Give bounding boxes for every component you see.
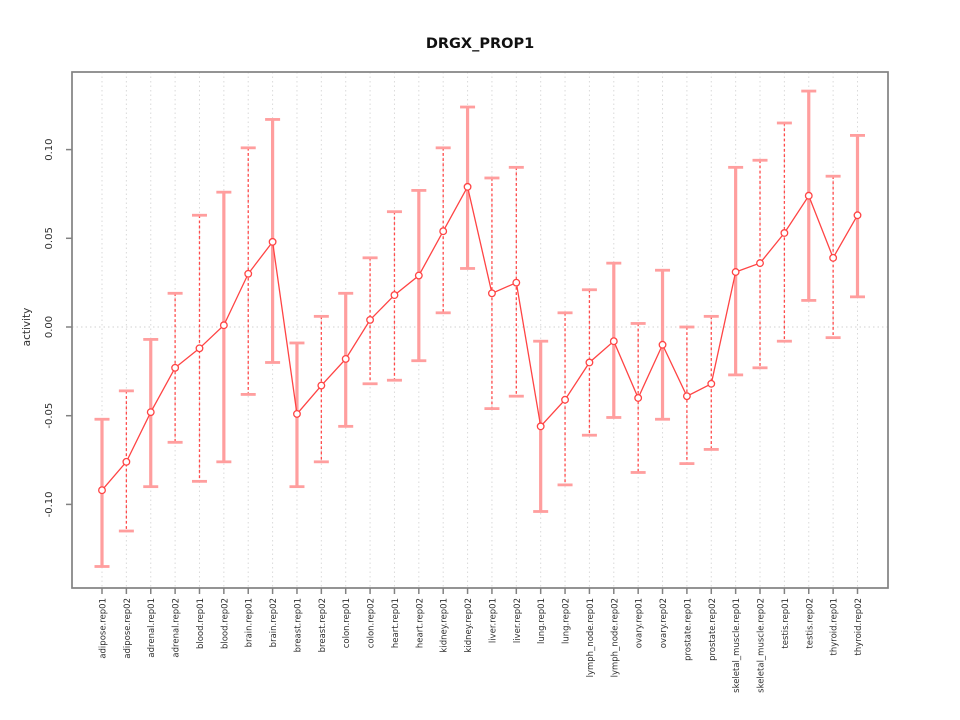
x-tick-label: liver.rep02 <box>513 598 523 643</box>
x-tick-label: testis.rep01 <box>781 598 791 649</box>
data-point-marker <box>658 340 667 349</box>
x-tick-label: skeletal_muscle.rep01 <box>732 598 742 693</box>
x-tick-label: brain.rep01 <box>245 598 255 647</box>
x-tick-label: skeletal_muscle.rep02 <box>757 598 767 693</box>
data-point-marker <box>219 321 228 330</box>
x-tick-label: adipose.rep01 <box>99 598 109 659</box>
y-tick-label: -0.10 <box>44 491 55 517</box>
x-tick-label: adipose.rep02 <box>123 598 133 659</box>
data-point-marker <box>780 229 789 237</box>
data-point-marker <box>512 278 521 287</box>
grid-layer <box>72 72 888 588</box>
plot-box <box>71 71 889 589</box>
x-tick-label: kidney.rep01 <box>440 598 450 653</box>
x-tick-label: adrenal.rep02 <box>172 598 182 658</box>
data-point-marker <box>122 457 131 466</box>
data-point-marker <box>682 392 691 401</box>
x-tick-label: kidney.rep02 <box>464 598 474 653</box>
x-tick-label: lung.rep01 <box>537 598 547 644</box>
data-point-marker <box>317 381 326 390</box>
y-tick-label: 0.05 <box>44 227 55 249</box>
data-point-marker <box>756 259 764 268</box>
data-point-marker <box>390 291 399 300</box>
data-point-marker <box>439 227 448 236</box>
data-point-marker <box>609 337 618 346</box>
x-tick-label: blood.rep02 <box>220 598 230 649</box>
x-tick-label: heart.rep02 <box>415 598 425 648</box>
data-point-marker <box>585 358 594 367</box>
x-tick-label: lymph_node.rep02 <box>610 598 620 677</box>
y-tick-label: 0.10 <box>44 138 55 160</box>
x-tick-label: thyroid.rep01 <box>830 598 840 655</box>
data-point-marker <box>268 237 277 246</box>
x-tick-label: blood.rep01 <box>196 598 206 649</box>
data-point-marker <box>731 268 740 276</box>
x-tick-label: colon.rep01 <box>342 598 352 648</box>
data-point-marker <box>293 409 301 418</box>
y-tick-label: -0.05 <box>44 403 55 429</box>
x-tick-label: ovary.rep02 <box>659 598 669 648</box>
y-tick-label: 0.00 <box>44 316 55 338</box>
data-point-marker <box>536 422 545 431</box>
data-point-marker <box>414 271 423 280</box>
data-point-marker <box>244 269 253 278</box>
data-point-marker <box>561 395 569 404</box>
series-layer <box>98 182 862 495</box>
x-tick-label: ovary.rep01 <box>635 598 645 648</box>
series-line <box>101 185 859 491</box>
data-point-marker <box>853 211 862 220</box>
data-point-marker <box>487 289 496 298</box>
data-point-marker <box>366 315 375 324</box>
data-point-marker <box>463 182 472 191</box>
x-tick-label: colon.rep02 <box>367 598 377 648</box>
x-tick-label: heart.rep01 <box>391 598 401 648</box>
x-tick-label: adrenal.rep01 <box>147 598 157 658</box>
data-point-marker <box>341 354 350 363</box>
x-tick-label: liver.rep01 <box>488 598 498 643</box>
data-point-marker <box>98 486 106 495</box>
chart-title: DRGX_PROP1 <box>426 36 534 52</box>
data-point-marker <box>804 191 813 200</box>
x-tick-label: prostate.rep02 <box>708 598 718 661</box>
data-point-marker <box>829 253 838 262</box>
data-point-marker <box>707 379 716 388</box>
x-tick-label: testis.rep02 <box>805 598 815 649</box>
error-bar-layer <box>94 89 865 568</box>
data-point-marker <box>171 363 180 372</box>
data-point-marker <box>146 408 155 417</box>
x-tick-label: breast.rep02 <box>318 598 328 652</box>
x-tick-label: prostate.rep01 <box>683 598 693 661</box>
x-tick-label: brain.rep02 <box>269 598 279 647</box>
x-tick-label: breast.rep01 <box>293 598 303 652</box>
x-tick-label: thyroid.rep02 <box>854 598 864 655</box>
axis-layer: -0.10 -0.05 0.00 0.05 0.10 adipose.rep01 adipo… <box>44 71 889 693</box>
x-tick-label: lymph_node.rep01 <box>586 598 596 677</box>
data-point-marker <box>195 344 204 353</box>
data-point-marker <box>634 394 643 402</box>
x-tick-label: lung.rep02 <box>562 598 572 644</box>
y-axis-label: activity <box>21 308 33 347</box>
